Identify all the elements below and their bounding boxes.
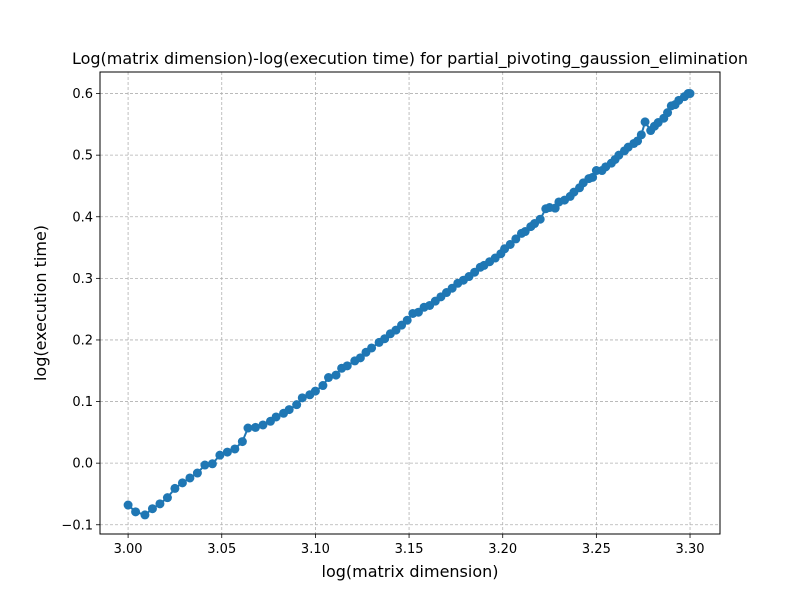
data-point — [402, 315, 412, 325]
data-point — [685, 89, 695, 99]
data-point — [284, 405, 294, 415]
data-point — [505, 239, 515, 249]
x-axis-label: log(matrix dimension) — [322, 562, 499, 581]
data-point — [511, 234, 521, 244]
data-point — [342, 361, 352, 371]
data-point — [123, 500, 133, 510]
y-tick-label: 0.4 — [72, 210, 93, 225]
data-point — [663, 108, 673, 118]
data-point — [355, 353, 365, 363]
data-point — [318, 381, 328, 391]
data-point — [177, 478, 187, 488]
x-tick-label: 3.05 — [207, 542, 236, 557]
data-point — [324, 373, 334, 383]
data-point — [237, 437, 247, 447]
data-point — [250, 422, 260, 432]
plot-frame — [99, 71, 721, 535]
data-point — [310, 386, 320, 396]
y-tick-label: 0.3 — [72, 272, 93, 287]
data-point — [535, 214, 545, 224]
x-tick-label: 3.15 — [395, 542, 424, 557]
data-point — [215, 450, 225, 460]
data-point — [207, 459, 217, 469]
data-point — [147, 504, 157, 514]
x-tick-label: 3.10 — [301, 542, 330, 557]
y-axis-ticks: −0.1 0.0 0.1 0.2 0.3 0.4 0.5 0.6 — [61, 87, 100, 533]
data-point — [140, 510, 150, 520]
x-tick-label: 3.30 — [676, 542, 705, 557]
x-tick-label: 3.20 — [488, 542, 517, 557]
data-point — [271, 412, 281, 422]
data-point — [331, 370, 341, 380]
data-point — [588, 172, 598, 182]
y-tick-label: 0.1 — [72, 395, 93, 410]
x-tick-label: 3.00 — [114, 542, 143, 557]
chart-title: Log(matrix dimension)-log(execution time… — [72, 49, 748, 69]
data-point — [162, 493, 172, 503]
y-tick-label: 0.5 — [72, 149, 93, 164]
y-tick-label: 0.2 — [72, 333, 93, 348]
x-tick-label: 3.25 — [582, 542, 611, 557]
x-axis-ticks: 3.00 3.05 3.10 3.15 3.20 3.25 3.30 — [114, 534, 705, 557]
data-point — [367, 343, 377, 353]
y-axis-label: log(execution time) — [31, 225, 50, 381]
y-tick-label: 0.0 — [72, 457, 93, 472]
data-point — [222, 447, 232, 457]
data-point — [230, 444, 240, 454]
data-point — [292, 400, 302, 410]
data-point — [640, 117, 650, 127]
y-tick-label: 0.6 — [72, 87, 93, 102]
data-series — [123, 89, 695, 520]
data-point — [192, 468, 202, 478]
data-point — [155, 499, 165, 509]
data-point — [131, 507, 141, 517]
data-point — [170, 483, 180, 493]
y-tick-label: −0.1 — [61, 518, 93, 533]
grid-lines — [100, 72, 720, 534]
data-point — [636, 130, 646, 140]
data-point — [297, 393, 307, 403]
data-point — [185, 473, 195, 483]
data-point — [200, 460, 210, 470]
data-point — [258, 420, 268, 430]
data-point — [243, 423, 253, 433]
